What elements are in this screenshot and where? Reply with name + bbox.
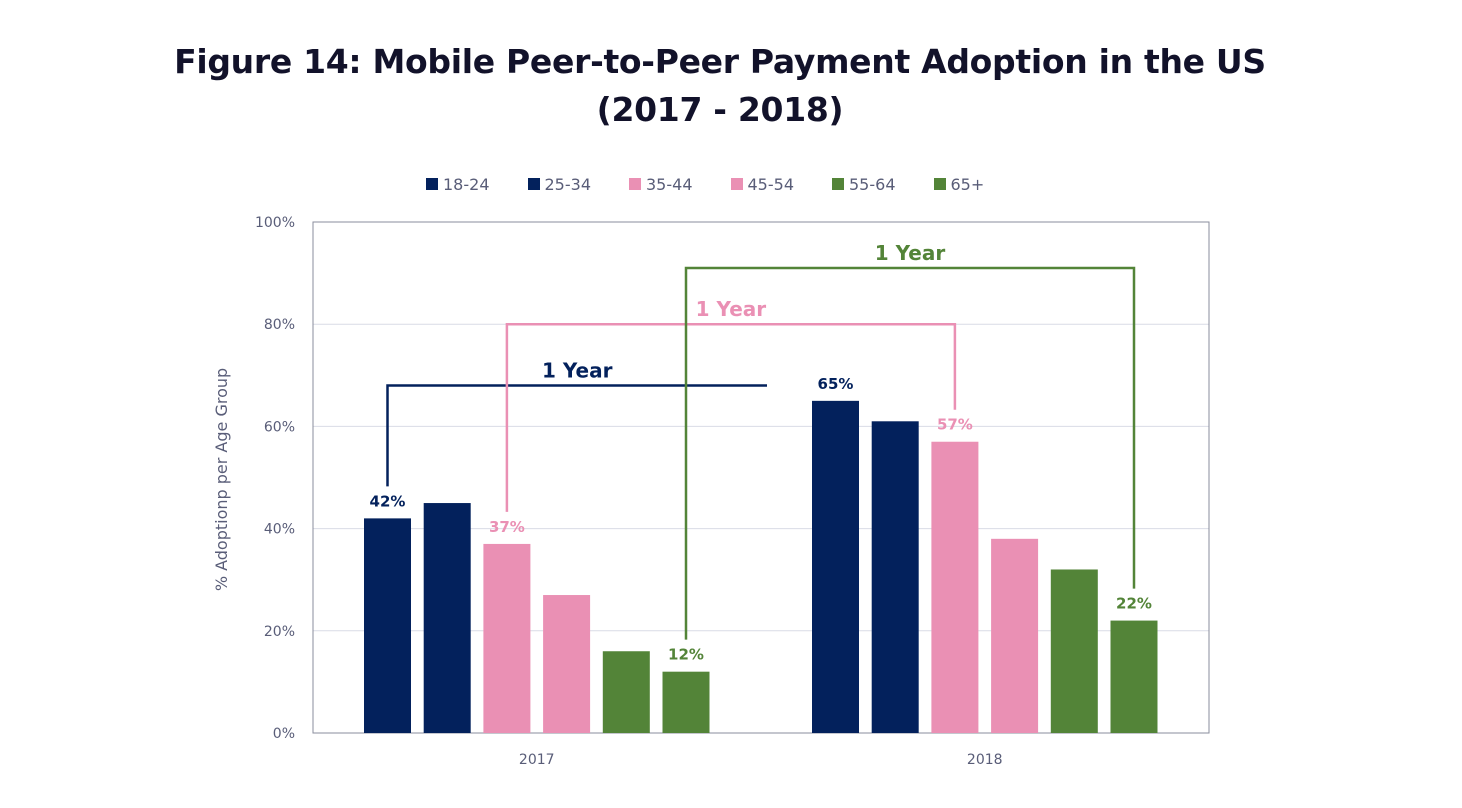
- data-label: 37%: [489, 518, 525, 536]
- bar: [423, 503, 471, 733]
- legend-label: 45-54: [747, 174, 795, 194]
- legend-swatch: [832, 178, 844, 190]
- y-tick-label: 0%: [273, 726, 295, 742]
- bar: [602, 651, 650, 733]
- legend-swatch: [629, 178, 641, 190]
- chart-title-line-2: (2017 - 2018): [596, 90, 844, 129]
- data-label: 12%: [668, 646, 704, 664]
- one-year-bracket: 1 Year: [505, 297, 957, 512]
- bar: [871, 421, 919, 733]
- bar: [483, 543, 531, 733]
- bracket-line: [505, 322, 957, 512]
- one-year-bracket: 1 Year: [684, 241, 1136, 640]
- legend-swatch: [426, 178, 438, 190]
- legend-swatch: [527, 178, 540, 190]
- bracket-label: 1 Year: [542, 359, 613, 383]
- legend-item: 35-44: [629, 175, 693, 194]
- legend-label: 55-64: [849, 174, 896, 194]
- bracket-label: 1 Year: [696, 297, 767, 321]
- y-tick-label: 40%: [264, 522, 295, 538]
- x-tick-label: 2017: [519, 752, 555, 768]
- chart-legend: 18-24 25-34 35-44 45-54 55-64 65+: [426, 172, 1022, 196]
- y-axis-label: % Adoptionp per Age Group: [212, 368, 231, 591]
- legend-label: 25-34: [544, 174, 592, 194]
- x-tick-label: 2018: [967, 752, 1003, 768]
- data-label: 22%: [1116, 595, 1152, 613]
- data-label: 57%: [937, 416, 973, 434]
- legend-item: 25-34: [527, 174, 592, 194]
- legend-item: 55-64: [832, 175, 896, 194]
- legend-item: 65+: [933, 174, 985, 194]
- legend-swatch: [933, 178, 946, 190]
- plot-area-border: [312, 221, 1210, 734]
- legend-item: 45-54: [730, 174, 795, 194]
- bar: [364, 518, 411, 733]
- bar: [812, 400, 859, 733]
- bracket-line: [386, 384, 767, 487]
- legend-label: 65+: [950, 174, 985, 194]
- bracket-label: 1 Year: [875, 241, 946, 265]
- data-label: 42%: [370, 492, 406, 510]
- legend-item: 18-24: [426, 175, 490, 194]
- legend-label: 35-44: [646, 174, 693, 194]
- y-tick-label: 100%: [255, 215, 295, 231]
- bar: [1110, 620, 1158, 733]
- bar: [543, 595, 591, 733]
- bar: [662, 671, 710, 733]
- y-tick-label: 20%: [264, 624, 295, 640]
- bar: [991, 538, 1039, 733]
- data-label: 65%: [818, 375, 854, 393]
- chart-title-line-1: Figure 14: Mobile Peer-to-Peer Payment A…: [174, 42, 1266, 81]
- y-tick-label: 60%: [264, 419, 295, 435]
- y-tick-label: 80%: [264, 317, 295, 333]
- bar: [931, 441, 979, 733]
- legend-label: 18-24: [443, 174, 490, 194]
- legend-swatch: [730, 178, 743, 190]
- bar: [1050, 569, 1098, 733]
- chart-title: Figure 14: Mobile Peer-to-Peer Payment A…: [0, 38, 1440, 134]
- bracket-line: [684, 266, 1136, 640]
- one-year-bracket: 1 Year: [386, 359, 767, 487]
